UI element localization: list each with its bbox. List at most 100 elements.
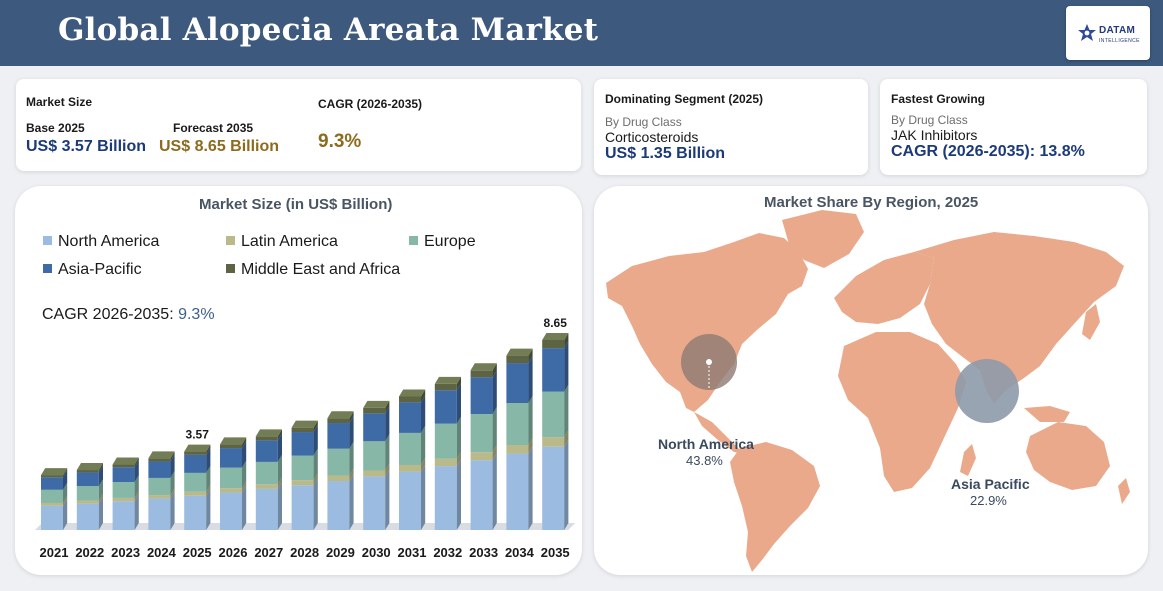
bar-segment-side [564, 384, 569, 438]
logo-subtitle: INTELLIGENCE [1099, 38, 1140, 44]
base-year-label: Base 2025 [26, 121, 85, 135]
bar-stack-2021 [41, 468, 68, 530]
bar-segment [76, 486, 99, 501]
bar-segment-side [277, 454, 282, 485]
bar-segment-side [277, 481, 282, 530]
legend-swatch [226, 236, 235, 245]
bar-segment-side [63, 468, 68, 478]
chart-title: Market Size (in US$ Billion) [199, 196, 393, 213]
europe-land [834, 252, 934, 324]
bar-top [184, 444, 211, 452]
x-tick-label: 2025 [183, 545, 212, 560]
bar-segment [327, 418, 350, 424]
bar-segment [184, 495, 207, 530]
bar-segment [327, 481, 350, 530]
chart-cagr-note: CAGR 2026-2035: 9.3% [42, 306, 215, 323]
bar-segment [255, 488, 278, 530]
bar-segment-side [98, 493, 103, 504]
bar-segment-side [349, 411, 354, 424]
header-banner: Global Alopecia Areata Market DATAM INTE… [0, 0, 1163, 66]
bar-stack-2023 [112, 457, 139, 530]
legend-swatch [409, 236, 418, 245]
bar-segment [542, 340, 565, 349]
bar-stack-2024 [148, 451, 175, 530]
bar-segment-side [349, 468, 354, 482]
bar-segment [327, 475, 350, 482]
market-size-card: Market Size Base 2025 US$ 3.57 Billion F… [16, 79, 581, 171]
bar-stack-2033 [470, 363, 497, 530]
forecast-year-label: Forecast 2035 [173, 121, 254, 135]
bar-segment [399, 432, 421, 465]
bar-stack-2032 [434, 376, 461, 530]
bar-segment [470, 452, 493, 461]
bar-top [434, 376, 461, 384]
bar-segment-side [313, 478, 318, 530]
australia-land [1026, 422, 1110, 490]
bar-segment [76, 472, 99, 487]
asia-land [914, 232, 1124, 404]
bar-segment [220, 444, 242, 449]
bar-segment-side [170, 488, 175, 499]
legend-swatch [226, 264, 235, 273]
bar-segment-side [206, 484, 211, 496]
bar-stack-2027 [255, 429, 282, 530]
bar-segment-side [421, 425, 426, 465]
bar-segment [255, 436, 278, 441]
bar-segment-side [242, 437, 247, 449]
bar-top [506, 348, 533, 356]
bar-segment [112, 497, 135, 502]
bar-segment [148, 477, 171, 496]
bar-segment-side [528, 396, 533, 445]
bar-segment [470, 460, 493, 530]
bar-segment-side [528, 348, 533, 364]
bar-segment [399, 396, 421, 403]
bar-segment-side [206, 444, 211, 455]
bar-stack-2030 [363, 400, 390, 530]
market-size-label: Market Size [26, 95, 93, 109]
bar-segment [470, 370, 493, 378]
bar-segment-side [206, 465, 211, 492]
bar-segment-side [98, 463, 103, 473]
bar-segment-side [385, 400, 390, 414]
bar-segment [112, 467, 135, 483]
bar-segment-side [385, 463, 390, 477]
fastest-label: Fastest Growing [891, 92, 986, 106]
bar-segment-side [456, 451, 461, 467]
bar-segment-side [456, 416, 461, 459]
bar-segment-side [134, 460, 139, 483]
bar-segment [184, 451, 207, 455]
bar-segment [327, 448, 350, 476]
bar-segment-side [242, 460, 247, 489]
bar-segment-side [528, 356, 533, 404]
bar-stack-2034 [506, 348, 533, 530]
forecast-value: US$ 8.65 Billion [159, 138, 280, 155]
bar-stack-2025 [184, 444, 211, 530]
bar-segment-side [564, 333, 569, 349]
new-zealand-land [1118, 478, 1130, 504]
bar-segment-side [134, 475, 139, 498]
bar-segment-side [134, 490, 139, 502]
bar-segment [184, 472, 207, 492]
bar-stack-2026 [220, 437, 247, 530]
cagr-label: CAGR (2026-2035) [318, 97, 423, 111]
asia-pacific-share: 22.9% [970, 493, 1007, 508]
bar-segment [434, 423, 457, 459]
bar-segment [220, 492, 242, 530]
bar-top [255, 429, 282, 437]
bar-segment [148, 495, 171, 499]
bar-segment-side [385, 469, 390, 530]
bar-segment [542, 348, 565, 392]
base-value: US$ 3.57 Billion [26, 138, 147, 155]
fastest-value: CAGR (2026-2035): 13.8% [891, 143, 1085, 160]
logo-name: DATAM [1099, 25, 1136, 36]
bar-stack-2029 [327, 411, 354, 530]
bar-segment-side [385, 434, 390, 471]
map-title: Market Share By Region, 2025 [764, 194, 979, 211]
bar-segment-side [528, 446, 533, 530]
bar-segment [506, 363, 529, 404]
bar-segment [506, 444, 529, 454]
bar-segment [399, 402, 421, 433]
bar-segment [184, 454, 207, 473]
bar-segment [112, 482, 135, 498]
bar-segment-side [242, 485, 247, 530]
